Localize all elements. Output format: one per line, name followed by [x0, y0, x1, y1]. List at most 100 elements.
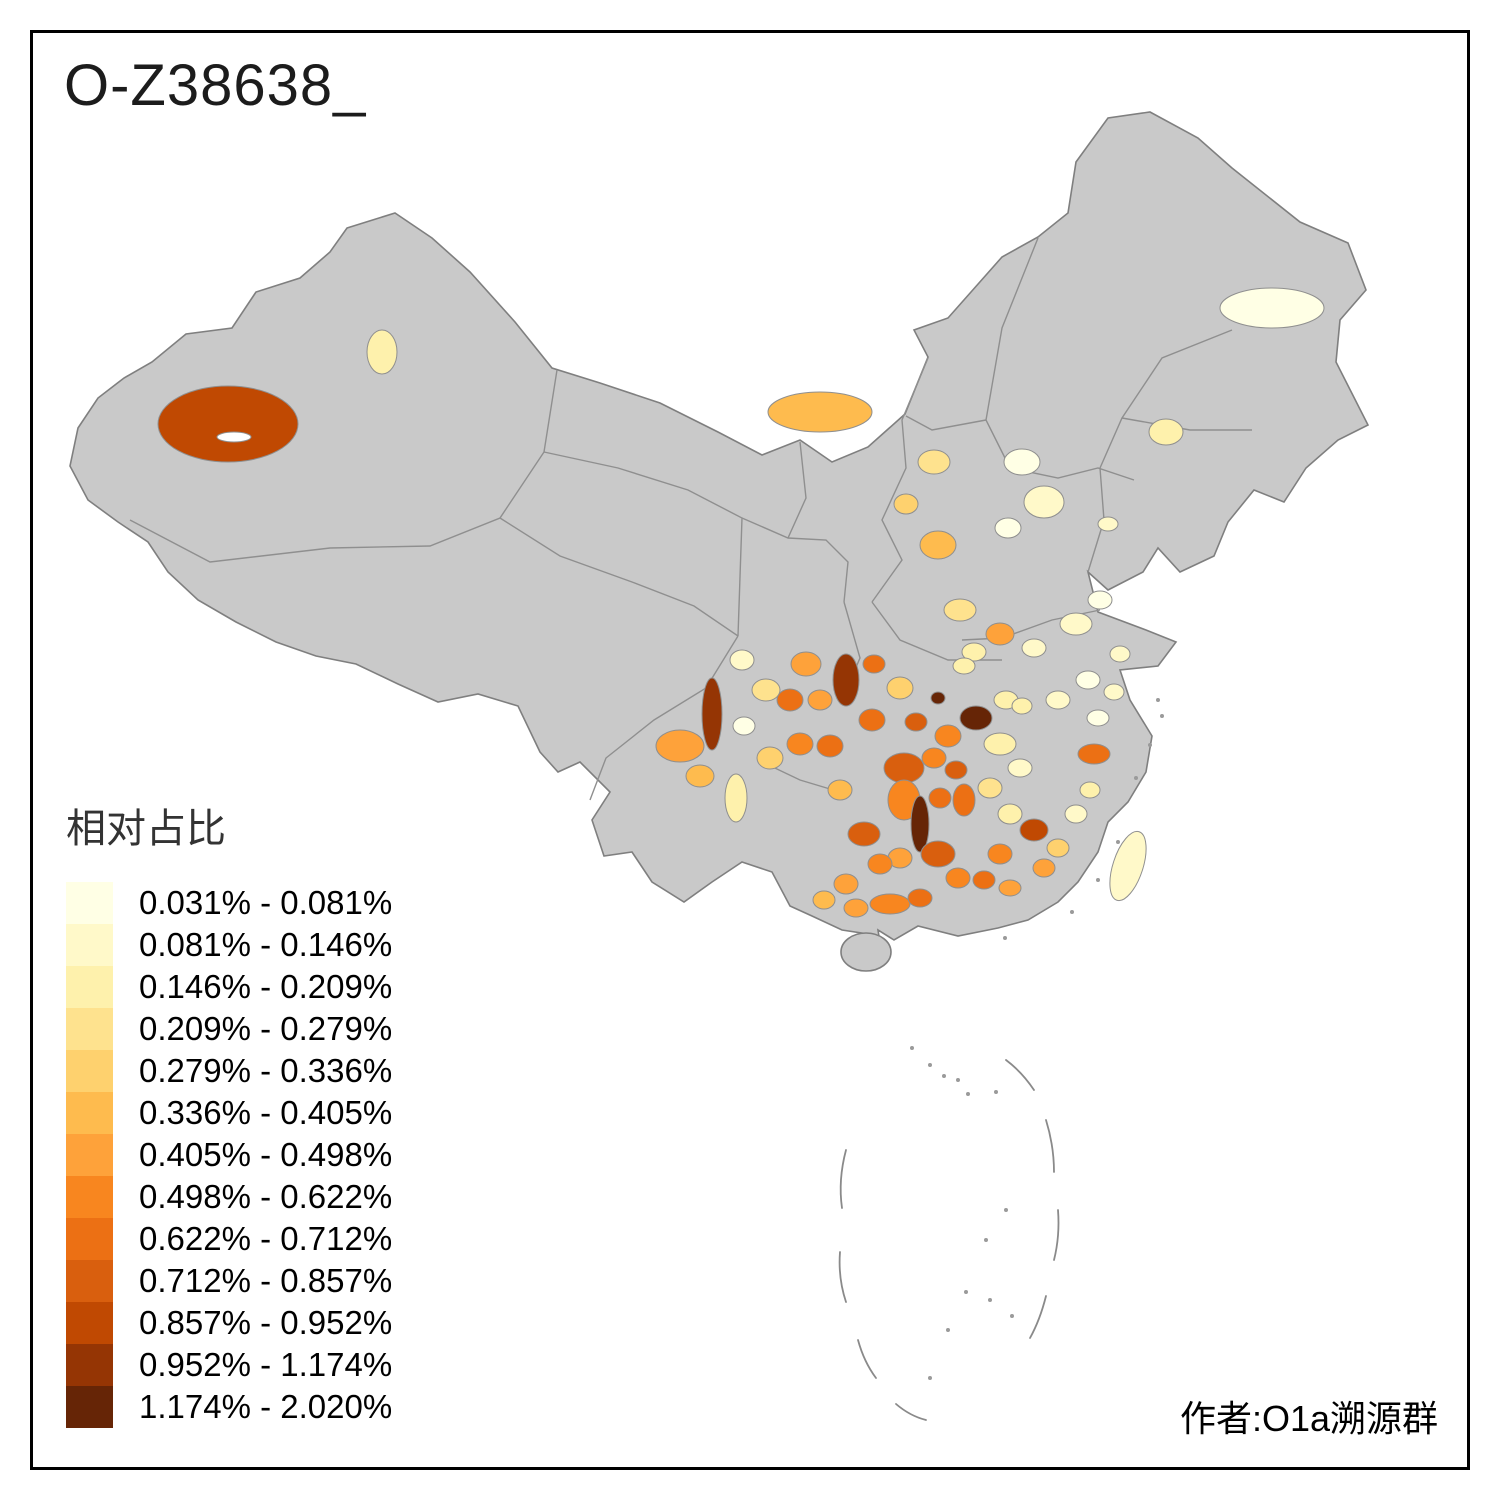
legend-swatch — [66, 966, 113, 1008]
map-region — [751, 678, 781, 702]
map-region — [977, 777, 1003, 799]
legend-swatch — [66, 1050, 113, 1092]
map-region — [893, 493, 919, 515]
legend-swatch — [66, 1176, 113, 1218]
map-region — [1103, 683, 1125, 701]
map-region — [934, 724, 962, 748]
legend-label: 1.174% - 2.020% — [139, 1388, 393, 1425]
legend-label: 0.279% - 0.336% — [139, 1052, 393, 1089]
legend-row: 0.336% - 0.405% — [66, 1092, 486, 1134]
legend-label: 0.031% - 0.081% — [139, 884, 393, 921]
map-region — [907, 888, 933, 908]
map-region — [959, 705, 993, 731]
map-region — [943, 598, 977, 622]
legend-row: 0.498% - 0.622% — [66, 1176, 486, 1218]
legend-swatch — [66, 1344, 113, 1386]
map-region — [1045, 690, 1071, 710]
hainan-island — [840, 932, 892, 972]
map-region — [952, 657, 976, 675]
legend-swatch — [66, 1008, 113, 1050]
map-region — [1064, 804, 1088, 824]
page-title: O-Z38638_ — [64, 53, 367, 118]
legend-row: 0.279% - 0.336% — [66, 1050, 486, 1092]
legend-swatch — [66, 882, 113, 924]
legend-swatch — [66, 1092, 113, 1134]
kashgar-lake — [216, 431, 252, 443]
map-region — [756, 746, 784, 770]
map-region — [843, 898, 869, 918]
map-region — [655, 729, 705, 763]
map-region — [1019, 818, 1049, 842]
legend-label: 0.498% - 0.622% — [139, 1178, 393, 1215]
map-region — [724, 773, 748, 823]
china-outline — [69, 111, 1370, 957]
map-region — [858, 708, 886, 732]
legend-row: 0.952% - 1.174% — [66, 1344, 486, 1386]
legend-label: 0.081% - 0.146% — [139, 926, 393, 963]
map-region — [862, 654, 886, 674]
map-region — [921, 747, 947, 769]
map-region — [1075, 670, 1101, 690]
south-china-sea-marks — [838, 698, 1164, 1421]
legend-row: 0.146% - 0.209% — [66, 966, 486, 1008]
map-region — [832, 653, 860, 707]
map-region — [983, 732, 1017, 756]
map-region — [945, 867, 971, 889]
map-region — [869, 893, 911, 915]
map-region — [886, 676, 914, 700]
legend-label: 0.146% - 0.209% — [139, 968, 393, 1005]
legend-row: 0.031% - 0.081% — [66, 882, 486, 924]
map-region — [790, 651, 822, 677]
map-region — [952, 783, 976, 817]
map-base — [69, 111, 1370, 972]
map-region — [919, 530, 957, 560]
legend-row: 0.405% - 0.498% — [66, 1134, 486, 1176]
legend-swatch — [66, 1302, 113, 1344]
map-region — [767, 391, 873, 433]
map-region — [944, 760, 968, 780]
map-region — [685, 764, 715, 788]
map-region — [1003, 448, 1041, 476]
map-region — [1087, 590, 1113, 610]
legend-swatch — [66, 1386, 113, 1428]
map-region — [910, 795, 930, 853]
legend-row: 0.081% - 0.146% — [66, 924, 486, 966]
legend-label: 0.712% - 0.857% — [139, 1262, 393, 1299]
map-region — [1011, 697, 1033, 715]
legend-title: 相对占比 — [66, 807, 226, 851]
map-region — [883, 752, 925, 784]
map-region — [816, 734, 844, 758]
map-region — [1032, 858, 1056, 878]
legend-swatch — [66, 1218, 113, 1260]
map-region — [786, 732, 814, 756]
map-region — [807, 689, 833, 711]
map-region — [972, 870, 996, 890]
map-region — [729, 649, 755, 671]
map-region — [867, 853, 893, 875]
map-region — [812, 890, 836, 910]
map-region — [833, 873, 859, 895]
legend-swatch — [66, 1260, 113, 1302]
map-region — [1086, 709, 1110, 727]
legend-entries: 0.031% - 0.081% 0.081% - 0.146% 0.146% - 0… — [66, 882, 486, 1428]
legend-row: 0.857% - 0.952% — [66, 1302, 486, 1344]
map-region — [920, 840, 956, 868]
map-overlays — [216, 431, 252, 443]
legend-row: 1.174% - 2.020% — [66, 1386, 486, 1428]
map-region — [1059, 612, 1093, 636]
map-region — [1077, 743, 1111, 765]
map-region — [1097, 516, 1119, 532]
legend-swatch — [66, 1134, 113, 1176]
map-region — [1109, 645, 1131, 663]
map-region — [157, 385, 299, 463]
map-region — [998, 879, 1022, 897]
map-region — [994, 517, 1022, 539]
map-region — [917, 449, 951, 475]
map-region — [1148, 418, 1184, 446]
legend-label: 0.405% - 0.498% — [139, 1136, 393, 1173]
map-region — [1109, 830, 1147, 902]
map-region — [827, 779, 853, 801]
map-region — [1007, 758, 1033, 778]
map-region — [1046, 838, 1070, 858]
